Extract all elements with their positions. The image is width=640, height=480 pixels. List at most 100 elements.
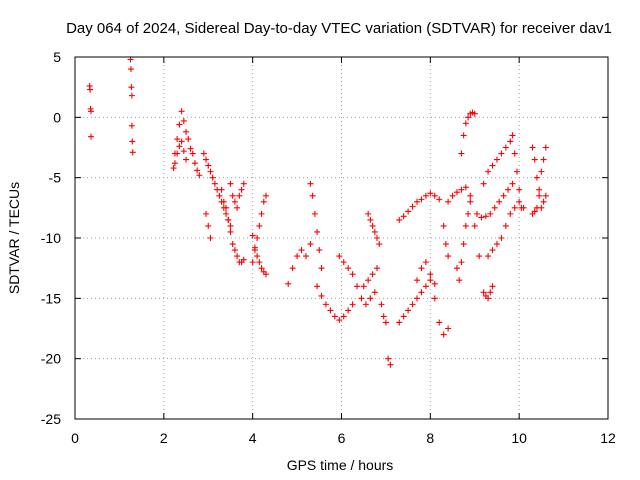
data-point	[445, 253, 452, 260]
series-s29	[480, 283, 496, 302]
data-point	[176, 143, 183, 150]
data-point	[405, 208, 412, 215]
series-s22	[440, 222, 452, 260]
data-point	[240, 180, 247, 187]
series-s11	[285, 241, 314, 287]
x-tick-labels: 0 2 4 6 8 10 12	[71, 430, 616, 446]
data-point	[418, 265, 425, 272]
data-point	[485, 295, 492, 302]
data-point	[374, 235, 381, 241]
series-s10	[249, 232, 269, 278]
data-point	[170, 165, 177, 172]
y-tick-label: -20	[41, 351, 61, 367]
data-point	[533, 204, 540, 211]
data-point	[183, 156, 190, 163]
series-s4	[171, 138, 190, 167]
data-point	[369, 271, 376, 278]
series-s30	[509, 132, 525, 211]
series-s14	[336, 253, 378, 308]
data-point	[414, 295, 421, 302]
data-point	[336, 253, 343, 260]
data-point	[473, 210, 480, 217]
data-point	[502, 222, 509, 229]
data-point	[478, 214, 485, 221]
data-point	[480, 289, 487, 296]
data-point	[231, 198, 238, 205]
x-tick-label: 8	[426, 430, 434, 446]
data-point	[314, 283, 321, 290]
series-s3	[170, 108, 203, 179]
data-point	[380, 313, 387, 320]
series-s12	[307, 180, 325, 272]
series-s26	[473, 180, 516, 221]
x-tick-label: 12	[600, 430, 616, 446]
data-point	[382, 319, 389, 326]
grid-lines	[75, 57, 608, 419]
axis-ticks	[74, 56, 609, 420]
data-point	[371, 289, 378, 296]
data-point	[427, 277, 434, 284]
y-tick-label: -5	[49, 170, 62, 186]
x-axis-label: GPS time / hours	[287, 457, 394, 473]
data-point	[493, 156, 500, 163]
data-point	[207, 235, 214, 241]
series-s18	[378, 301, 389, 326]
data-point	[378, 301, 385, 308]
x-tick-label: 2	[160, 430, 168, 446]
data-point	[294, 253, 301, 260]
data-point	[254, 253, 261, 260]
data-point	[240, 256, 247, 263]
data-point	[262, 271, 269, 278]
data-point	[467, 198, 474, 205]
data-point	[311, 210, 318, 217]
data-point	[251, 244, 258, 251]
data-point	[449, 192, 456, 199]
data-point	[496, 198, 503, 205]
x-tick-label: 10	[511, 430, 527, 446]
data-point	[336, 317, 343, 324]
data-point	[507, 210, 514, 217]
data-point	[445, 325, 452, 332]
data-point	[128, 122, 135, 129]
data-point	[400, 213, 407, 220]
data-point	[385, 355, 392, 362]
series-s32	[529, 144, 549, 217]
data-point	[207, 168, 214, 175]
data-point	[516, 198, 523, 205]
data-point	[223, 210, 230, 217]
series-s19	[396, 190, 443, 223]
data-point	[538, 168, 545, 175]
data-point	[340, 313, 347, 320]
data-point	[220, 198, 227, 205]
data-point	[453, 265, 460, 272]
data-point	[491, 204, 498, 211]
data-point	[203, 156, 210, 163]
data-point	[367, 216, 374, 223]
data-point	[462, 120, 469, 127]
data-point	[174, 150, 181, 157]
data-point	[258, 265, 265, 272]
data-point	[462, 222, 469, 229]
plot-frame	[74, 56, 609, 420]
data-point	[396, 319, 403, 326]
data-point	[409, 203, 416, 210]
data-point	[485, 168, 492, 175]
data-point	[87, 108, 94, 115]
data-point	[489, 162, 496, 169]
y-tick-label: 5	[53, 49, 61, 65]
data-point	[431, 295, 438, 302]
data-point	[453, 189, 460, 196]
data-point	[498, 235, 505, 241]
data-point	[318, 265, 325, 272]
data-point	[185, 136, 192, 143]
data-points	[86, 56, 549, 368]
data-point	[422, 259, 429, 266]
data-point	[502, 144, 509, 151]
y-axis-label: SDTVAR / TECUs	[6, 182, 22, 294]
data-point	[422, 283, 429, 290]
data-point	[476, 253, 483, 260]
data-point	[365, 210, 372, 217]
data-point	[225, 216, 232, 223]
data-point	[533, 174, 540, 181]
